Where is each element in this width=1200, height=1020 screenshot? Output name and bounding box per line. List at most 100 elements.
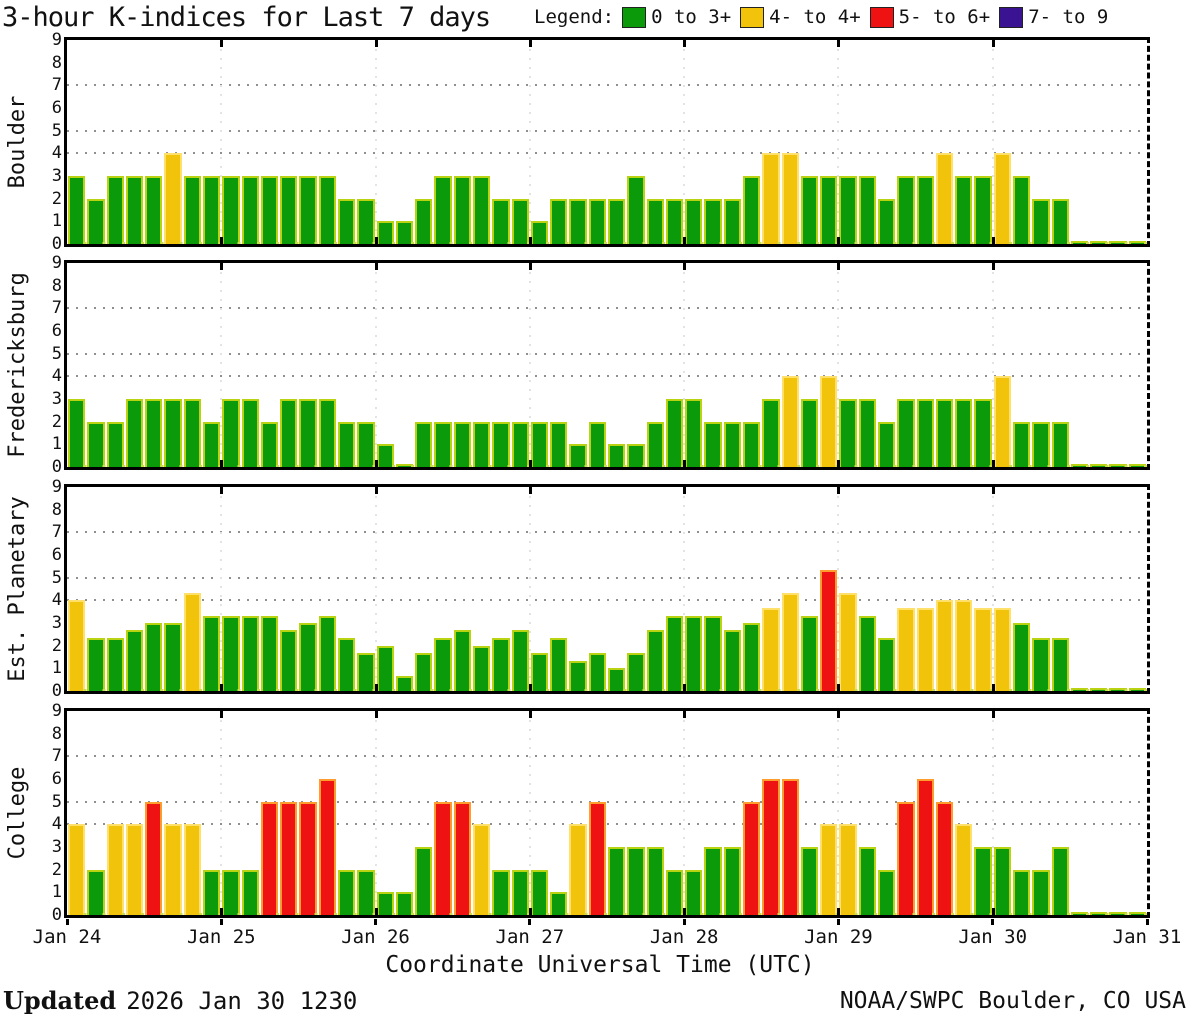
k-bar — [241, 399, 259, 467]
k-bar — [87, 421, 105, 467]
k-bar — [145, 176, 163, 244]
k-bar — [241, 176, 259, 244]
y-tick-label: 0 — [51, 457, 62, 477]
k-bar — [608, 444, 626, 467]
k-bar — [395, 675, 414, 691]
day-gridline-overlay — [528, 487, 531, 691]
k-bar — [492, 198, 510, 244]
k-bar — [453, 176, 471, 244]
k-bar — [280, 630, 298, 691]
k-bar — [781, 376, 799, 467]
k-bar — [569, 824, 587, 915]
k-bar — [183, 176, 201, 244]
k-bar — [878, 869, 896, 915]
day-tick-top — [528, 263, 532, 270]
x-tick-label: Jan 27 — [495, 926, 565, 948]
y-tick-label: 4 — [51, 143, 62, 164]
k-bar — [125, 399, 144, 467]
day-tick-top — [220, 711, 224, 718]
updated-text: Updated 2026 Jan 30 1230 — [3, 986, 357, 1015]
k-bar — [434, 638, 452, 691]
k-bar — [203, 421, 221, 467]
day-tick-bottom — [991, 684, 995, 691]
day-tick-bottom — [837, 684, 841, 691]
baseline-tick-dots — [67, 689, 1147, 691]
gridline-k5 — [67, 800, 1147, 803]
y-tick-label: 9 — [51, 701, 62, 721]
k-bar — [955, 176, 973, 244]
day-tick-top — [374, 40, 378, 47]
k-bar — [1051, 198, 1069, 244]
k-bar — [781, 153, 799, 244]
k-bar — [608, 198, 626, 244]
legend-label: Legend: — [534, 6, 615, 28]
k-bar — [569, 660, 587, 691]
legend-swatch — [999, 6, 1024, 28]
figure-title: 3-hour K-indices for Last 7 days — [2, 2, 491, 33]
y-tick-label: 5 — [51, 120, 62, 141]
k-bar — [338, 421, 356, 467]
k-bar — [415, 198, 433, 244]
k-bar — [318, 399, 336, 467]
day-tick-top — [220, 40, 224, 47]
k-bar — [106, 638, 124, 691]
k-bar — [1051, 638, 1069, 691]
k-bar — [646, 198, 664, 244]
day-tick-top — [837, 263, 841, 270]
day-tick-bottom — [683, 908, 687, 915]
k-bar — [820, 824, 838, 915]
k-bar — [530, 653, 549, 691]
k-bar — [260, 801, 279, 915]
day-tick-top — [220, 263, 224, 270]
x-outer-tick — [65, 919, 69, 925]
k-bar — [164, 824, 182, 915]
y-tick-label: 3 — [51, 389, 62, 409]
x-tick-label: Jan 28 — [649, 926, 719, 948]
day-tick-bottom — [528, 460, 532, 467]
k-bar — [704, 421, 722, 467]
k-bar — [608, 668, 626, 691]
k-bar — [878, 421, 896, 467]
k-bar — [260, 421, 279, 467]
legend-items: 0 to 3+ 4- to 4+ 5- to 6+ 7- to 9 — [622, 6, 1117, 28]
k-bar — [280, 801, 298, 915]
day-gridline-overlay — [683, 487, 686, 691]
k-bar — [627, 847, 645, 915]
day-tick-bottom — [683, 684, 687, 691]
k-bar — [415, 653, 433, 691]
k-bar — [530, 421, 549, 467]
x-tick-label: Jan 31 — [1112, 926, 1182, 948]
k-bar — [434, 421, 452, 467]
y-tick-label: 3 — [51, 837, 62, 857]
k-bar — [858, 399, 876, 467]
k-bar — [974, 399, 992, 467]
panel-boulder — [64, 37, 1150, 247]
k-bar — [839, 399, 857, 467]
day-gridline-overlay — [220, 263, 223, 467]
day-gridline-overlay — [837, 40, 840, 244]
k-bar — [222, 615, 240, 691]
y-tick-label: 2 — [51, 188, 62, 209]
gridline-k5 — [67, 129, 1147, 132]
k-bar — [338, 638, 356, 691]
legend: Legend: 0 to 3+ 4- to 4+ 5- to 6+ 7- to 9 — [534, 6, 1117, 28]
k-bar — [800, 615, 819, 691]
k-bar — [376, 892, 394, 915]
k-bar — [511, 198, 529, 244]
k-bar — [743, 801, 761, 915]
k-bar — [1013, 421, 1031, 467]
k-bar — [338, 869, 356, 915]
k-bar — [145, 399, 163, 467]
k-bar — [68, 824, 86, 915]
x-tick-label: Jan 25 — [186, 926, 256, 948]
k-bar — [376, 444, 394, 467]
y-tick-label: 4 — [51, 366, 62, 387]
k-bar — [704, 615, 722, 691]
k-bar — [395, 221, 414, 244]
y-tick-label: 1 — [51, 882, 62, 903]
k-bar — [839, 824, 857, 915]
panel-est-planetary — [64, 484, 1150, 694]
x-outer-tick — [374, 919, 378, 925]
k-bar — [569, 444, 587, 467]
x-outer-tick — [528, 919, 532, 925]
